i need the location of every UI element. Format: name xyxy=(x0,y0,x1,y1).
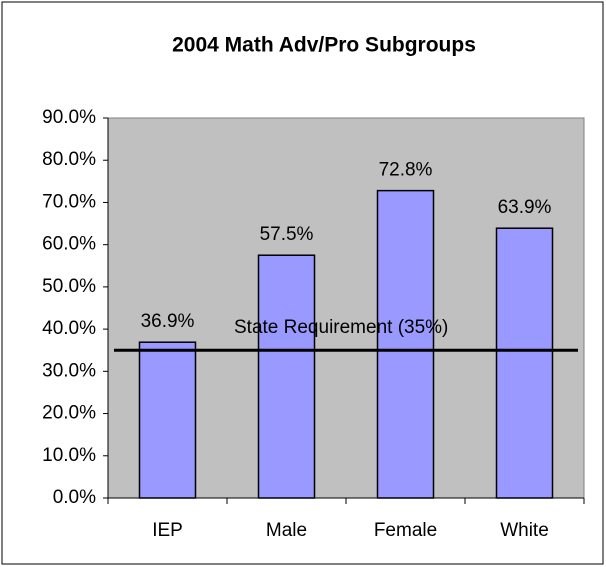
y-tick-label: 30.0% xyxy=(42,360,96,381)
chart-title: 2004 Math Adv/Pro Subgroups xyxy=(172,34,476,57)
bar xyxy=(376,189,435,499)
data-label: 72.8% xyxy=(379,160,433,181)
y-tick-label: 80.0% xyxy=(42,149,96,170)
data-label: 57.5% xyxy=(260,224,314,245)
x-tick-label: White xyxy=(500,520,549,541)
x-tick-label: Female xyxy=(374,520,437,541)
y-tick-label: 90.0% xyxy=(42,107,96,128)
data-label: 63.9% xyxy=(498,197,552,218)
bar xyxy=(495,227,554,499)
reference-label: State Requirement (35%) xyxy=(234,317,448,338)
bar xyxy=(138,341,197,499)
y-tick-label: 40.0% xyxy=(42,318,96,339)
x-tick-label: Male xyxy=(266,520,307,541)
y-tick-label: 20.0% xyxy=(42,403,96,424)
y-tick-label: 0.0% xyxy=(53,487,96,508)
data-label: 36.9% xyxy=(141,311,195,332)
y-tick-label: 10.0% xyxy=(42,445,96,466)
y-tick-label: 70.0% xyxy=(42,191,96,212)
y-tick-label: 50.0% xyxy=(42,276,96,297)
bar xyxy=(257,254,316,499)
y-tick-label: 60.0% xyxy=(42,234,96,255)
x-tick-label: IEP xyxy=(152,520,183,541)
